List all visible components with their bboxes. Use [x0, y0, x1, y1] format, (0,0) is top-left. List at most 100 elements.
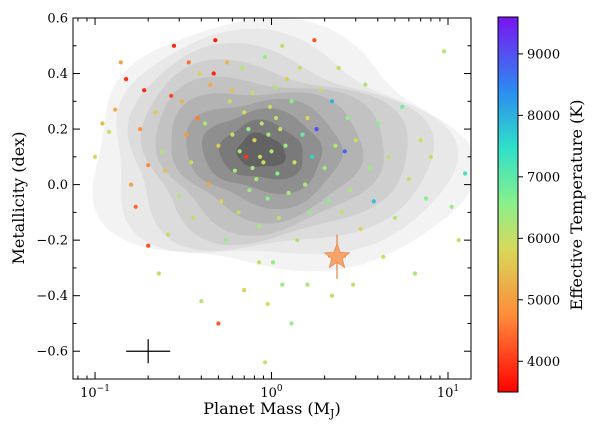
- data-point: [225, 60, 230, 65]
- data-point: [195, 115, 200, 121]
- data-point: [269, 149, 274, 154]
- data-point: [257, 224, 262, 229]
- x-axis-title-main: Planet Mass (M: [203, 399, 330, 418]
- data-point: [273, 85, 278, 90]
- data-point: [250, 165, 255, 171]
- data-point: [153, 110, 158, 115]
- data-point: [166, 232, 171, 237]
- data-point: [169, 93, 174, 98]
- data-point: [171, 43, 177, 48]
- density-contours: [92, 18, 471, 272]
- data-point: [257, 260, 262, 265]
- data-point: [133, 204, 138, 209]
- x-axis-title-subscript: J: [329, 407, 334, 420]
- data-point: [232, 168, 237, 173]
- data-point: [289, 99, 294, 104]
- data-point: [199, 299, 204, 304]
- data-point: [208, 82, 213, 87]
- data-point: [219, 199, 224, 204]
- data-point: [250, 90, 255, 96]
- data-point: [263, 360, 268, 365]
- x-axis-title-close: ): [334, 399, 340, 418]
- data-point: [329, 293, 335, 298]
- data-point: [146, 243, 151, 248]
- data-point: [273, 115, 279, 121]
- data-point: [252, 138, 257, 143]
- data-point: [322, 165, 327, 171]
- data-point: [106, 129, 112, 134]
- data-point: [412, 271, 418, 276]
- data-point: [280, 43, 285, 48]
- data-point: [211, 71, 216, 76]
- data-point: [351, 282, 356, 287]
- data-point: [386, 154, 391, 159]
- data-point: [278, 127, 283, 132]
- data-point: [191, 215, 196, 220]
- y-tick-label: −0.2: [36, 234, 68, 249]
- data-point: [270, 260, 276, 265]
- data-point: [286, 190, 291, 195]
- data-point: [276, 215, 281, 220]
- data-point: [375, 121, 380, 126]
- data-point: [442, 49, 447, 54]
- data-point: [146, 163, 151, 168]
- data-point: [186, 60, 191, 65]
- colorbar-tick-label: 9000: [527, 47, 560, 62]
- data-point: [392, 215, 397, 220]
- density-contour: [236, 132, 286, 167]
- highlight-star-marker: [323, 242, 351, 269]
- data-point: [92, 154, 98, 159]
- data-point: [266, 132, 271, 137]
- data-point: [160, 149, 165, 154]
- data-point: [348, 188, 353, 193]
- data-point: [305, 115, 310, 121]
- y-tick-label: 0.0: [47, 178, 68, 193]
- data-point: [336, 65, 341, 71]
- data-point: [236, 210, 241, 215]
- data-point: [310, 154, 315, 159]
- data-point: [246, 127, 251, 132]
- data-point: [124, 77, 129, 82]
- data-point: [202, 121, 208, 126]
- data-point: [227, 99, 232, 104]
- data-point: [138, 127, 143, 132]
- x-tick-label-exponent: −1: [97, 384, 110, 394]
- data-point: [163, 168, 168, 173]
- x-tick-label-base: 10: [437, 386, 454, 401]
- data-point: [318, 88, 323, 93]
- data-point: [358, 226, 363, 232]
- data-point: [189, 160, 194, 165]
- data-point: [295, 238, 300, 243]
- data-point: [329, 99, 335, 104]
- colorbar-ticks: 4000 5000 6000 7000 8000 9000: [518, 47, 560, 370]
- x-tick-label-base: 10: [80, 386, 97, 401]
- data-point: [213, 38, 218, 43]
- colorbar-tick-label: 8000: [527, 109, 560, 124]
- data-point: [242, 288, 247, 293]
- data-point: [463, 171, 468, 176]
- data-point: [297, 65, 303, 71]
- x-axis-title: Planet Mass (MJ): [203, 399, 340, 420]
- data-point: [406, 177, 411, 182]
- data-point: [307, 210, 312, 215]
- data-point: [142, 88, 147, 93]
- data-point: [267, 104, 273, 109]
- data-point: [305, 282, 310, 287]
- data-point: [265, 301, 270, 307]
- data-point: [333, 143, 338, 148]
- y-axis-title: Metallicity (dex): [9, 131, 28, 264]
- data-point: [314, 127, 319, 132]
- y-tick-label: 0.6: [47, 12, 68, 27]
- data-point: [283, 143, 288, 148]
- x-tick-label: 10−1: [80, 384, 110, 401]
- data-point: [284, 77, 289, 82]
- data-point: [230, 132, 235, 137]
- y-tick-label: −0.4: [36, 289, 68, 304]
- data-point: [400, 104, 405, 109]
- data-point: [289, 321, 294, 326]
- data-point: [237, 149, 242, 154]
- data-point: [230, 88, 235, 93]
- x-tick-label-base: 10: [260, 386, 277, 401]
- data-point: [339, 210, 344, 215]
